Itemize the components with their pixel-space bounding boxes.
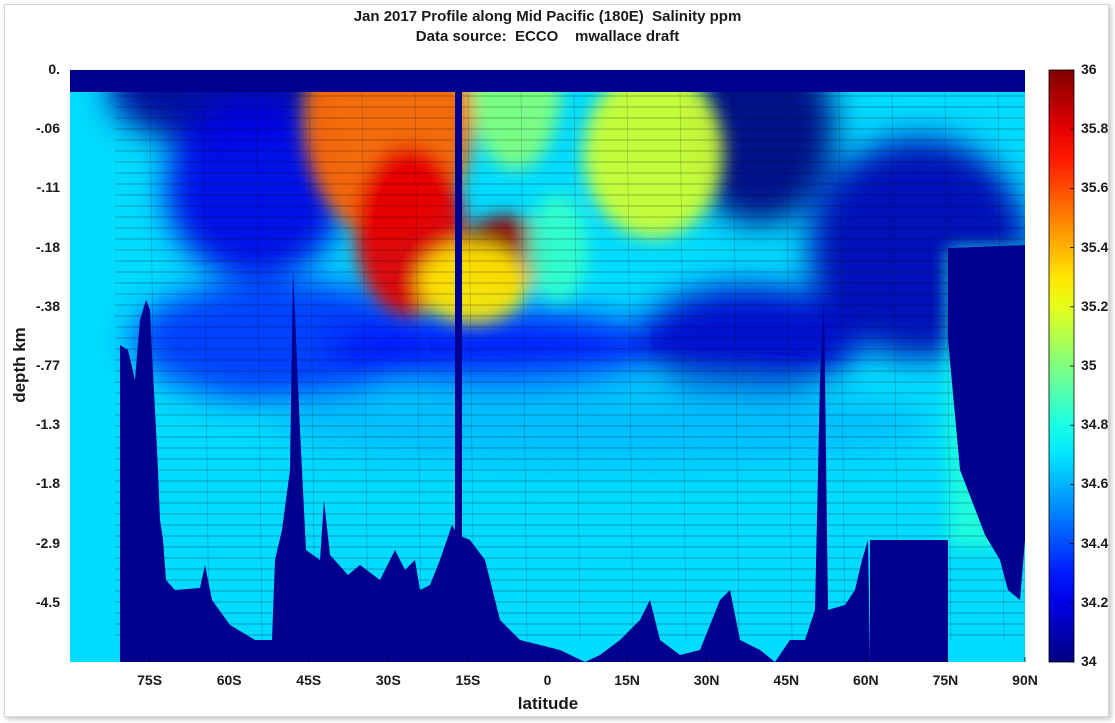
x-tick-label: 60S [216,672,242,688]
colorbar-tick-label: 34.6 [1081,475,1109,492]
y-tick-label: -2.9 [35,534,60,551]
y-tick-label: -4.5 [35,593,60,610]
colorbar-bar [1048,69,1075,663]
y-tick-label: -.77 [35,357,60,373]
x-tick-label: 0 [543,672,552,688]
chart-title: Jan 2017 Profile along Mid Pacific (180E… [353,8,742,25]
seafloor-topography [120,270,948,662]
x-tick-label: 90N [1012,672,1038,688]
colorbar-tick-label: 35 [1081,357,1097,373]
ridge-wall [455,70,462,540]
colorbar-tick-label: 34.8 [1081,416,1109,433]
x-tick-label: 75S [137,672,163,688]
y-tick-label: -.18 [35,238,60,255]
colorbar-tick-label: 36 [1081,61,1097,77]
colorbar-tick-label: 35.2 [1081,297,1109,314]
y-tick-label: -1.3 [35,416,60,433]
x-axis-label: latitude [517,694,579,713]
y-tick-label: -.38 [35,297,60,314]
x-tick-label: 45N [773,672,800,688]
x-tick-label: 15S [455,672,481,688]
colorbar-tick-label: 34.4 [1081,534,1109,551]
y-tick-label: 0. [48,61,60,77]
colorbar-tick-label: 34.2 [1081,593,1109,610]
y-tick-label: -.06 [35,120,60,137]
chart-subtitle: Data source: ECCO mwallace draft [415,28,680,45]
x-tick-label: 15N [614,672,640,688]
x-tick-label: 30N [693,672,720,688]
x-tick-label: 45S [296,672,322,688]
colorbar-tick-label: 35.4 [1081,238,1109,255]
y-axis-label: depth km [10,327,29,403]
y-tick-label: -1.8 [35,475,60,492]
colorbar-tick-label: 35.8 [1081,120,1109,137]
x-tick-label: 60N [852,672,879,688]
x-tick-label: 30S [375,672,401,688]
x-tick-label: 75N [932,672,959,688]
colorbar-tick-label: 35.6 [1081,179,1109,196]
colorbar-tick-label: 34 [1081,653,1097,669]
figure-frame [4,4,1109,717]
y-tick-label: -.11 [36,179,60,196]
